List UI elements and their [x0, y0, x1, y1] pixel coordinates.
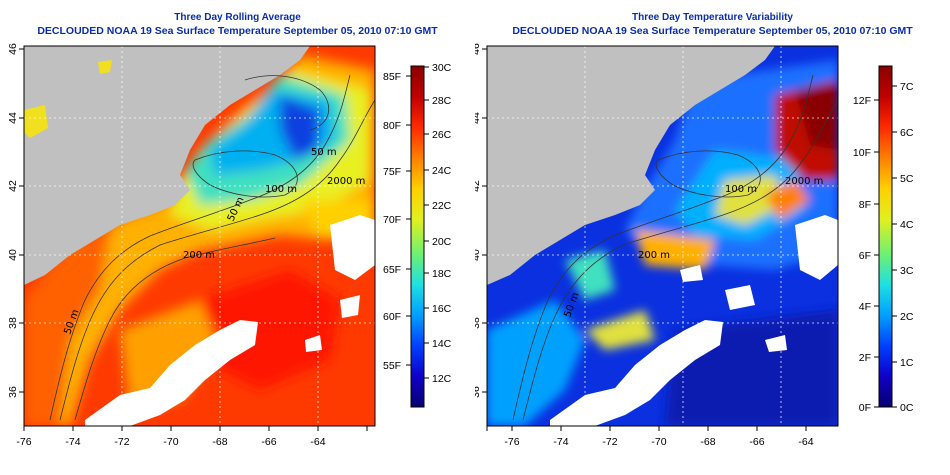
- colorbar-tick-f: 55F: [383, 360, 401, 372]
- colorbar-tick-c: 14C: [432, 338, 452, 350]
- colorbar-tick-f: 6F: [859, 250, 871, 262]
- y-tick-label: 38: [475, 317, 482, 329]
- cloud-gaps: [550, 215, 838, 426]
- x-tick-label: -64: [310, 436, 325, 448]
- colorbar-scale: [878, 65, 893, 408]
- contour-label: 100 m: [725, 184, 757, 195]
- x-tick-label: -74: [553, 436, 568, 448]
- colorbar-tick-f: 80F: [383, 120, 401, 132]
- sst-average-figure: 50 m 200 m 100 m 50 m 2000 m 50 m -76 -7…: [7, 43, 452, 448]
- colorbar-tick-c: 20C: [432, 236, 452, 248]
- colorbar-tick-c: 12C: [432, 373, 452, 385]
- x-tick-label: -64: [798, 436, 813, 448]
- x-tick-label: -74: [65, 436, 80, 448]
- contour-label: 50 m: [311, 147, 337, 158]
- colorbar-tick-f: 65F: [383, 264, 401, 276]
- colorbar-tick-f: 75F: [383, 166, 401, 178]
- x-tick-label: -68: [212, 436, 227, 448]
- contour-label: 2000 m: [327, 176, 365, 187]
- map-frame: [23, 45, 376, 427]
- x-tick-label: -66: [749, 436, 764, 448]
- grid-lines: [24, 46, 375, 426]
- colorbar-tick-c: 0C: [900, 402, 914, 414]
- colorbar-tick-c: 1C: [900, 357, 914, 369]
- contour-label: 100 m: [265, 184, 297, 195]
- map-area: [24, 46, 375, 426]
- y-tick-label: 44: [475, 112, 482, 124]
- sst-variability-panel: Three Day Temperature Variability DECLOU…: [475, 0, 950, 475]
- x-tick-label: -66: [261, 436, 276, 448]
- colorbar-tick-c: 22C: [432, 200, 452, 212]
- map-frame: [486, 45, 839, 427]
- colorbar-tick-f: 4F: [859, 301, 871, 313]
- map-subtitle: DECLOUDED NOAA 19 Sea Surface Temperatur…: [37, 25, 438, 37]
- grid-lines: [487, 46, 838, 426]
- x-tick-label: -76: [16, 436, 31, 448]
- colorbar-tick-c: 24C: [432, 165, 452, 177]
- colorbar-tick-c: 30C: [432, 62, 452, 74]
- colorbar-tick-c: 16C: [432, 303, 452, 315]
- map-subtitle: DECLOUDED NOAA 19 Sea Surface Temperatur…: [512, 25, 913, 37]
- sst-average-panel: Three Day Rolling Average DECLOUDED NOAA…: [7, 12, 452, 448]
- colorbar-tick-f: 60F: [383, 311, 401, 323]
- bathymetry-contours: [512, 74, 838, 421]
- bathymetry-contours: [49, 74, 375, 421]
- colorbar-tick-c: 26C: [432, 129, 452, 141]
- colorbar-tick-f: 10F: [853, 147, 871, 159]
- colorbar-tick-c: 2C: [900, 311, 914, 323]
- colorbar-tick-f: 2F: [859, 352, 871, 364]
- colorbar-scale: [410, 65, 425, 408]
- y-tick-label: 36: [475, 386, 482, 398]
- colorbar: 12F 10F 8F 6F 4F 2F 0F 7C 6C 5C 4C 3C 2C…: [853, 65, 914, 414]
- y-tick-label: 40: [475, 249, 482, 261]
- x-tick-label: -72: [114, 436, 129, 448]
- colorbar-tick-c: 4C: [900, 219, 914, 231]
- x-tick-label: -70: [163, 436, 178, 448]
- contour-label: 200 m: [638, 250, 670, 261]
- cloud-gaps: [85, 215, 375, 426]
- colorbar-tick-c: 7C: [900, 81, 914, 93]
- x-tick-label: -76: [504, 436, 519, 448]
- x-tick-label: -72: [602, 436, 617, 448]
- land-mass: [487, 46, 775, 285]
- colorbar-tick-c: 3C: [900, 265, 914, 277]
- colorbar-tick-c: 6C: [900, 127, 914, 139]
- colorbar-tick-f: 12F: [853, 95, 871, 107]
- map-title: Three Day Temperature Variability: [632, 12, 793, 23]
- x-tick-label: -68: [700, 436, 715, 448]
- colorbar-tick-f: 70F: [383, 214, 401, 226]
- y-tick-label: 46: [475, 43, 482, 55]
- y-tick-label: 42: [475, 180, 482, 192]
- colorbar-tick-f: 0F: [859, 402, 871, 414]
- y-tick-label: 42: [7, 180, 19, 192]
- colorbar-tick-c: 5C: [900, 173, 914, 185]
- y-tick-label: 36: [7, 386, 19, 398]
- y-tick-label: 46: [7, 43, 19, 55]
- contour-label: 200 m: [183, 250, 215, 261]
- y-tick-label: 38: [7, 317, 19, 329]
- colorbar-tick-f: 8F: [859, 199, 871, 211]
- y-tick-label: 44: [7, 112, 19, 124]
- contour-label: 2000 m: [785, 176, 823, 187]
- colorbar-tick-f: 85F: [383, 71, 401, 83]
- sst-variability-figure: 50 m 200 m 100 m 2000 m -76 -74 -72 -70 …: [475, 43, 914, 448]
- land-mass: [24, 46, 310, 285]
- map-area: [487, 46, 838, 426]
- y-tick-label: 40: [7, 249, 19, 261]
- map-title: Three Day Rolling Average: [174, 12, 301, 23]
- colorbar-tick-c: 18C: [432, 268, 452, 280]
- colorbar: 85F 80F 75F 70F 65F 60F 55F 30C 28C 26C …: [383, 62, 452, 408]
- colorbar-tick-c: 28C: [432, 95, 452, 107]
- x-tick-label: -70: [651, 436, 666, 448]
